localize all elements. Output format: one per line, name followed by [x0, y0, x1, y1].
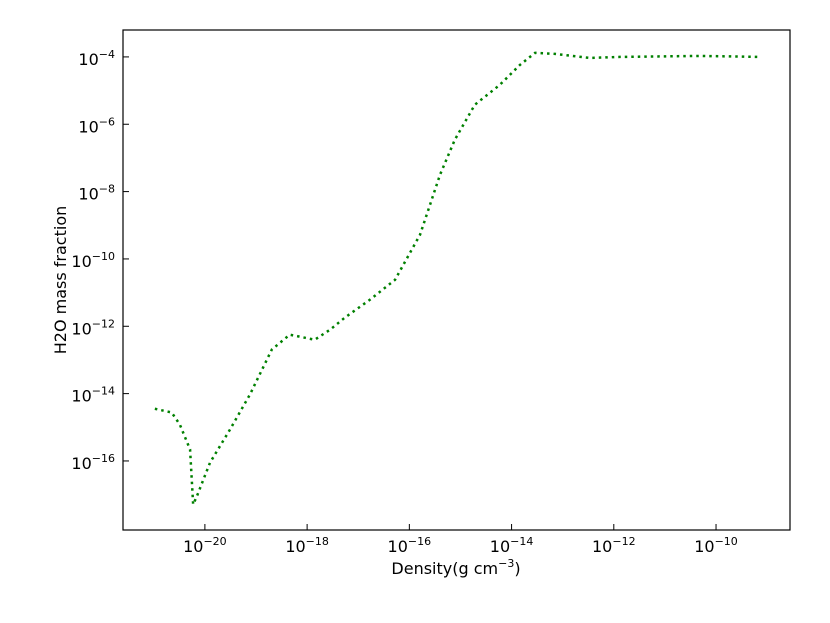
- y-tick-label: 10−8: [78, 183, 115, 204]
- x-axis-label: Density(g cm−3): [391, 557, 520, 578]
- plot-frame: [122, 29, 791, 531]
- x-tick-label: 10−10: [694, 535, 738, 556]
- y-tick-label: 10−12: [71, 317, 115, 338]
- y-tick-label: 10−10: [71, 250, 115, 271]
- y-tick-label: 10−4: [78, 48, 115, 69]
- data-line: [154, 51, 760, 505]
- x-tick-label: 10−12: [592, 535, 636, 556]
- y-axis-label: H2O mass fraction: [51, 206, 70, 355]
- y-tick-label: 10−16: [71, 452, 115, 473]
- x-tick-label: 10−18: [285, 535, 329, 556]
- x-tick-label: 10−20: [183, 535, 227, 556]
- x-tick-label: 10−14: [490, 535, 534, 556]
- y-tick-label: 10−14: [71, 385, 115, 406]
- y-tick-label: 10−6: [78, 115, 115, 136]
- x-tick-label: 10−16: [388, 535, 432, 556]
